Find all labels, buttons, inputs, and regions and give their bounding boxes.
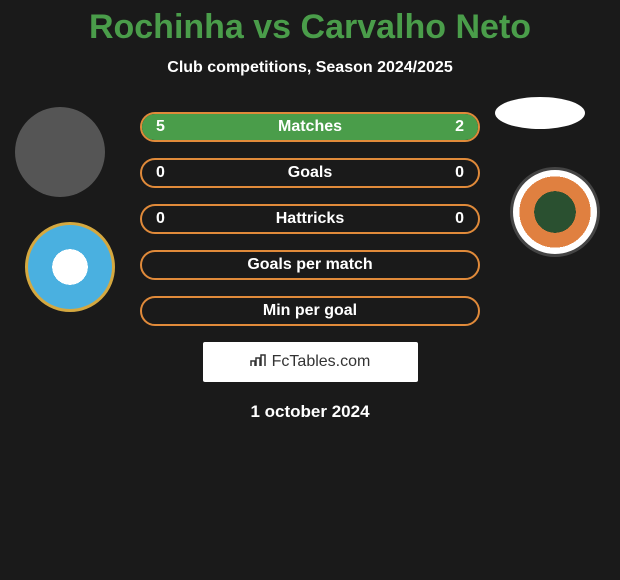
- stat-label: Matches: [142, 118, 478, 136]
- watermark: FcTables.com: [203, 342, 418, 382]
- stat-row: 0 Hattricks 0: [140, 204, 480, 234]
- watermark-text: FcTables.com: [272, 353, 371, 371]
- stat-row: Goals per match: [140, 250, 480, 280]
- stat-value-right: 2: [455, 118, 464, 136]
- stat-value-right: 0: [455, 164, 464, 182]
- stat-label: Hattricks: [142, 210, 478, 228]
- player-avatar-left: [15, 107, 105, 197]
- chart-icon: [250, 353, 268, 372]
- page-title: Rochinha vs Carvalho Neto: [0, 0, 620, 47]
- stat-value-right: 0: [455, 210, 464, 228]
- date-label: 1 october 2024: [0, 402, 620, 422]
- stat-row: 5 Matches 2: [140, 112, 480, 142]
- club-logo-right: [510, 167, 600, 257]
- club-logo-left: [25, 222, 115, 312]
- stat-label: Goals per match: [142, 256, 478, 274]
- subtitle: Club competitions, Season 2024/2025: [0, 59, 620, 77]
- stat-row: 0 Goals 0: [140, 158, 480, 188]
- player-avatar-right: [495, 97, 585, 129]
- stat-row: Min per goal: [140, 296, 480, 326]
- stat-label: Goals: [142, 164, 478, 182]
- stats-bars: 5 Matches 2 0 Goals 0 0 Hattricks 0 Goal…: [140, 112, 480, 326]
- comparison-content: 5 Matches 2 0 Goals 0 0 Hattricks 0 Goal…: [0, 112, 620, 422]
- stat-label: Min per goal: [142, 302, 478, 320]
